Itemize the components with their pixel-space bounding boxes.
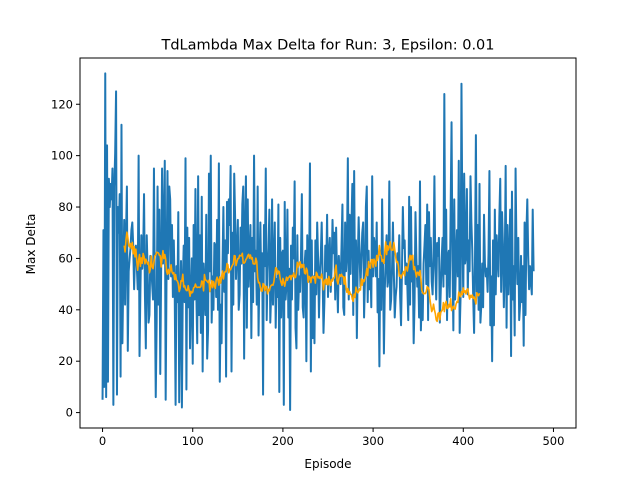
series-line-smoothed: [123, 231, 481, 323]
y-tick-label: 120: [51, 97, 73, 111]
x-tick-label: 300: [362, 434, 384, 448]
x-axis-label: Episode: [304, 457, 351, 471]
x-tick-label: 100: [182, 434, 204, 448]
x-tick-label: 0: [99, 434, 106, 448]
y-tick-label: 100: [51, 149, 73, 163]
series-line-raw: [101, 72, 535, 412]
chart-title: TdLambda Max Delta for Run: 3, Epsilon: …: [160, 38, 494, 54]
y-tick-label: 80: [58, 200, 73, 214]
x-tick-label: 200: [272, 434, 294, 448]
y-tick-label: 20: [58, 354, 73, 368]
y-tick-label: 40: [58, 303, 73, 317]
x-tick-label: 400: [452, 434, 474, 448]
plot-frame: [79, 57, 577, 429]
plot-area: [101, 72, 535, 412]
x-tick-label: 500: [542, 434, 564, 448]
y-tick-label: 0: [66, 406, 73, 420]
y-tick-label: 60: [58, 251, 73, 265]
y-axis: 0 20 40 60 80 100 120: [51, 97, 80, 420]
x-axis: 0 100 200 300 400 500: [99, 428, 564, 448]
y-axis-label: Max Delta: [24, 214, 38, 275]
